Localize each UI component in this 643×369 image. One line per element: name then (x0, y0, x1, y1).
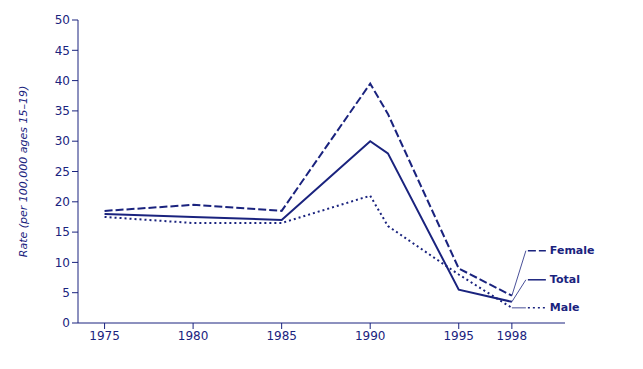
svg-text:Total: Total (550, 273, 580, 286)
svg-text:1990: 1990 (355, 329, 386, 343)
svg-text:40: 40 (55, 74, 70, 88)
svg-text:0: 0 (62, 316, 70, 330)
svg-text:25: 25 (55, 165, 70, 179)
svg-text:15: 15 (55, 225, 70, 239)
svg-text:1995: 1995 (443, 329, 474, 343)
svg-text:Rate (per 100,000 ages 15–19): Rate (per 100,000 ages 15–19) (17, 86, 30, 258)
svg-text:10: 10 (55, 256, 70, 270)
svg-text:50: 50 (55, 13, 70, 27)
svg-text:1985: 1985 (266, 329, 297, 343)
svg-text:1975: 1975 (89, 329, 120, 343)
svg-text:1998: 1998 (497, 329, 528, 343)
svg-text:Male: Male (550, 301, 580, 314)
svg-text:1980: 1980 (178, 329, 209, 343)
svg-text:30: 30 (55, 134, 70, 148)
svg-text:20: 20 (55, 195, 70, 209)
svg-text:35: 35 (55, 104, 70, 118)
svg-text:5: 5 (62, 286, 70, 300)
svg-text:45: 45 (55, 44, 70, 58)
svg-text:Female: Female (550, 244, 595, 257)
